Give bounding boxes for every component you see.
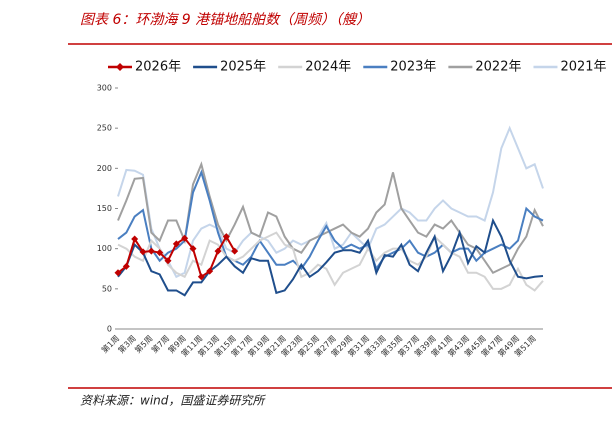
point bbox=[131, 235, 139, 243]
point bbox=[222, 233, 230, 241]
point bbox=[214, 247, 222, 255]
point bbox=[139, 248, 147, 256]
x-tick-label: 第7周 bbox=[149, 333, 171, 355]
point bbox=[172, 240, 180, 248]
series-line bbox=[117, 125, 544, 279]
legend-label: 2025年 bbox=[220, 60, 266, 75]
point bbox=[156, 249, 164, 257]
y-tick-label: 50 bbox=[102, 284, 112, 293]
legend-marker bbox=[116, 63, 124, 71]
legend-label: 2022年 bbox=[475, 60, 521, 75]
series-line bbox=[117, 217, 544, 297]
y-tick-label: 200 bbox=[97, 164, 112, 173]
y-tick-label: 0 bbox=[107, 325, 112, 334]
x-tick-label: 第5周 bbox=[133, 333, 155, 355]
legend-label: 2026年 bbox=[135, 60, 181, 75]
point bbox=[164, 257, 172, 265]
x-tick-label: 第1周 bbox=[99, 333, 121, 355]
y-tick-label: 100 bbox=[97, 244, 112, 253]
x-tick-label: 第3周 bbox=[116, 333, 138, 355]
legend-label: 2023年 bbox=[390, 60, 436, 75]
y-tick-label: 300 bbox=[97, 84, 112, 93]
source: 资料来源：wind，国盛证券研究所 bbox=[80, 394, 266, 408]
point bbox=[147, 247, 155, 255]
legend-label: 2021年 bbox=[560, 60, 606, 75]
point bbox=[206, 267, 214, 275]
point bbox=[197, 273, 205, 281]
y-tick-label: 250 bbox=[97, 124, 112, 133]
y-tick-label: 150 bbox=[97, 204, 112, 213]
point bbox=[122, 262, 130, 270]
point bbox=[231, 247, 239, 255]
series-line bbox=[117, 231, 544, 292]
point bbox=[181, 234, 189, 242]
point bbox=[114, 269, 122, 277]
legend-label: 2024年 bbox=[305, 60, 351, 75]
point bbox=[189, 245, 197, 253]
chart-title: 图表 6：环渤海 9 港锚地船舶数（周频）（艘） bbox=[80, 12, 370, 28]
